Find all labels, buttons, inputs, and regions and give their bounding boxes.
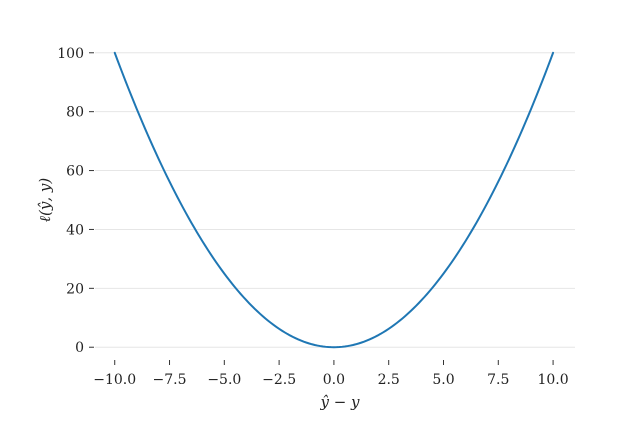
y-tick-label: 80 [66, 105, 84, 121]
y-axis: 0 20 40 60 80 100 [57, 46, 94, 356]
x-tick-label: 10.0 [537, 372, 568, 388]
x-tick-label: −10.0 [93, 372, 136, 388]
x-tick-label: 2.5 [378, 372, 400, 388]
x-tick-label: −2.5 [262, 372, 296, 388]
y-axis-label: ℓ(ŷ, y) [36, 178, 54, 223]
y-tick-label: 60 [66, 164, 84, 180]
y-tick-label: 40 [66, 222, 84, 238]
x-tick-label: −5.0 [207, 372, 241, 388]
y-tick-label: 0 [75, 340, 84, 356]
series-layer [113, 51, 555, 349]
y-tick-label: 100 [57, 46, 84, 62]
x-tick-label: 0.0 [323, 372, 345, 388]
y-tick-label: 20 [66, 281, 84, 297]
x-axis-label: ŷ − y [319, 393, 360, 411]
grid-layer [95, 52, 575, 348]
loss-curve-line [113, 51, 555, 349]
x-tick-label: −7.5 [153, 372, 187, 388]
x-tick-label: 7.5 [487, 372, 509, 388]
x-tick-label: 5.0 [432, 372, 454, 388]
x-axis: −10.0 −7.5 −5.0 −2.5 0.0 2.5 5.0 7.5 10.0 [93, 360, 569, 388]
